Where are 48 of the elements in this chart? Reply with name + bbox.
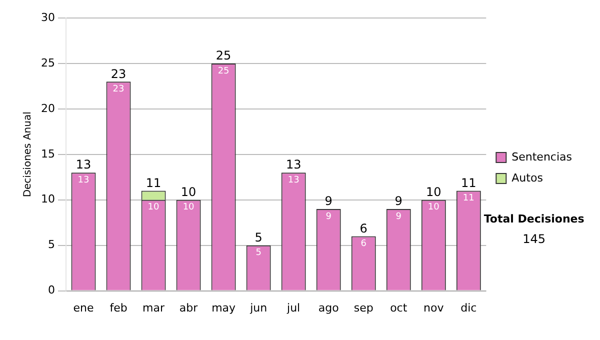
total-label: 9	[324, 194, 332, 208]
x-tick-label: abr	[179, 301, 198, 314]
data-label: 5	[256, 248, 262, 258]
total-label: 11	[146, 176, 162, 190]
y-tick-label: 10	[40, 192, 55, 206]
y-axis-title: Decisiones Anual	[22, 112, 34, 198]
x-tick-label: jun	[249, 301, 268, 314]
x-tick-label: ene	[73, 301, 94, 314]
y-tick-label: 15	[40, 147, 55, 160]
y-tick-label: 0	[48, 284, 55, 297]
x-tick-label: sep	[354, 301, 374, 314]
data-label: 10	[182, 202, 195, 213]
data-label: 6	[360, 239, 367, 250]
data-label: 23	[112, 84, 124, 94]
x-tick-label: ago	[318, 301, 340, 314]
x-tick-label: mar	[142, 301, 165, 314]
total-label: 13	[286, 158, 302, 172]
x-tick-label: dic	[460, 301, 477, 314]
x-tick-label: jul	[286, 301, 300, 314]
total-label: 11	[461, 176, 476, 190]
x-tick-label: oct	[390, 301, 408, 314]
data-label: 9	[326, 212, 332, 222]
data-label: 10	[148, 202, 160, 213]
data-label: 10	[428, 202, 440, 213]
total-label: 10	[180, 184, 196, 199]
data-label: 13	[288, 175, 300, 186]
x-tick-label: nov	[424, 301, 444, 314]
total-label: 5	[254, 230, 262, 244]
x-tick-label: feb	[110, 301, 128, 314]
legend-label: Autos	[512, 171, 544, 184]
total-label: 23	[110, 66, 126, 81]
y-tick-label: 20	[40, 102, 55, 115]
total-label: 25	[216, 48, 232, 63]
data-label: 13	[78, 175, 90, 186]
legend-label: Sentencias	[512, 150, 572, 164]
y-tick-label: 30	[40, 10, 55, 24]
y-tick-label: 5	[48, 238, 55, 252]
total-label: 13	[76, 158, 92, 172]
total-label: 9	[394, 194, 402, 208]
text: 145	[522, 232, 546, 246]
annotation: Total Decisiones	[484, 212, 585, 226]
x-tick-label: may	[212, 301, 236, 314]
data-label: 25	[218, 66, 230, 76]
total-label: 10	[426, 184, 442, 199]
data-label: 11	[462, 194, 474, 204]
y-tick-label: 25	[40, 56, 55, 70]
data-label: 9	[396, 212, 402, 222]
total-label: 6	[360, 221, 368, 236]
